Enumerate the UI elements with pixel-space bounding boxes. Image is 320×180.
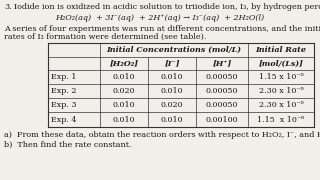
Text: b)  Then find the rate constant.: b) Then find the rate constant. [4, 141, 132, 149]
Text: Exp. 2: Exp. 2 [51, 87, 76, 95]
Text: 2.30 x 10⁻⁶: 2.30 x 10⁻⁶ [259, 87, 303, 95]
Text: 0.020: 0.020 [113, 87, 135, 95]
Text: 0.010: 0.010 [161, 116, 183, 123]
Text: 0.010: 0.010 [113, 116, 135, 123]
Text: Initial Concentrations (mol/L): Initial Concentrations (mol/L) [107, 46, 242, 54]
Text: Exp. 1: Exp. 1 [51, 73, 76, 81]
Text: H₂O₂(aq)  + 3I⁻(aq)  + 2H⁺(aq) → I₃⁻(aq)  + 2H₂O(l): H₂O₂(aq) + 3I⁻(aq) + 2H⁺(aq) → I₃⁻(aq) +… [55, 14, 265, 22]
Text: 3.: 3. [4, 3, 12, 11]
Text: 1.15 x 10⁻⁶: 1.15 x 10⁻⁶ [259, 73, 303, 81]
Text: 1.15  x 10⁻⁶: 1.15 x 10⁻⁶ [257, 116, 305, 123]
Text: [mol/(Ls)]: [mol/(Ls)] [259, 60, 303, 68]
Text: [I⁻]: [I⁻] [164, 60, 180, 68]
Text: Exp. 3: Exp. 3 [51, 101, 76, 109]
Text: 2.30 x 10⁻⁶: 2.30 x 10⁻⁶ [259, 101, 303, 109]
Text: 0.00050: 0.00050 [206, 73, 238, 81]
Text: Exp. 4: Exp. 4 [51, 116, 76, 123]
Text: 0.010: 0.010 [113, 73, 135, 81]
Text: rates of I₃ formation were determined (see table).: rates of I₃ formation were determined (s… [4, 33, 206, 41]
Text: 0.00050: 0.00050 [206, 101, 238, 109]
Text: Initial Rate: Initial Rate [255, 46, 307, 54]
Text: A series of four experiments was run at different concentrations, and the initia: A series of four experiments was run at … [4, 25, 320, 33]
Text: [H⁺]: [H⁺] [212, 60, 232, 68]
Text: 0.00100: 0.00100 [206, 116, 238, 123]
Text: 0.020: 0.020 [161, 101, 183, 109]
Text: a)  From these data, obtain the reaction orders with respect to H₂O₂, I⁻, and H⁺: a) From these data, obtain the reaction … [4, 131, 320, 139]
Text: [H₂O₂]: [H₂O₂] [109, 60, 139, 68]
Text: 0.010: 0.010 [161, 73, 183, 81]
Text: 0.010: 0.010 [113, 101, 135, 109]
Text: 0.010: 0.010 [161, 87, 183, 95]
Text: 0.00050: 0.00050 [206, 87, 238, 95]
Text: Iodide ion is oxidized in acidic solution to triiodide ion, I₃, by hydrogen pero: Iodide ion is oxidized in acidic solutio… [14, 3, 320, 11]
